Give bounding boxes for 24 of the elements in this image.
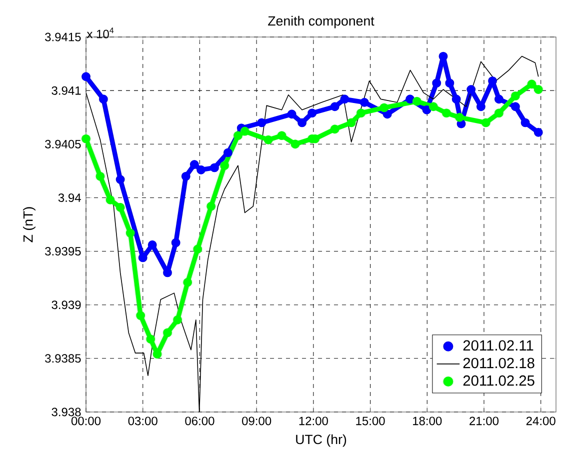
x-tick-label: 15:00 xyxy=(356,416,385,426)
x-tick-label: 00:00 xyxy=(71,416,101,426)
y-tick-label: 3.9415 xyxy=(45,32,81,42)
x-tick-label: 03:00 xyxy=(128,416,158,426)
chart-title: Zenith component xyxy=(268,16,374,28)
y-tick-label: 3.941 xyxy=(52,86,81,95)
y-axis-title: Z (nT) xyxy=(23,207,36,242)
legend-label: 2011.02.11 xyxy=(463,340,534,351)
y-tick-label: 3.9405 xyxy=(45,140,81,148)
x-tick-label: 18:00 xyxy=(413,416,442,426)
y-tick-label: 3.94 xyxy=(58,193,81,202)
legend-label: 2011.02.18 xyxy=(463,358,534,368)
annotation: x 10$^{4}$ xyxy=(86,28,114,38)
y-tick-label: 3.938 xyxy=(52,408,81,416)
y-tick-label: 3.939 xyxy=(52,300,81,310)
x-tick-label: 24:00 xyxy=(526,416,556,426)
x-tick-label: 09:00 xyxy=(242,416,272,426)
x-tick-label: 21:00 xyxy=(470,416,499,426)
y-tick-label: 3.9395 xyxy=(45,247,81,256)
y-tick-label: 3.9385 xyxy=(45,354,81,363)
x-axis-title: UTC (hr) xyxy=(296,434,346,447)
x-tick-label: 06:00 xyxy=(185,416,214,426)
x-tick-label: 12:00 xyxy=(299,416,328,426)
legend-label: 2011.02.25 xyxy=(463,375,534,386)
